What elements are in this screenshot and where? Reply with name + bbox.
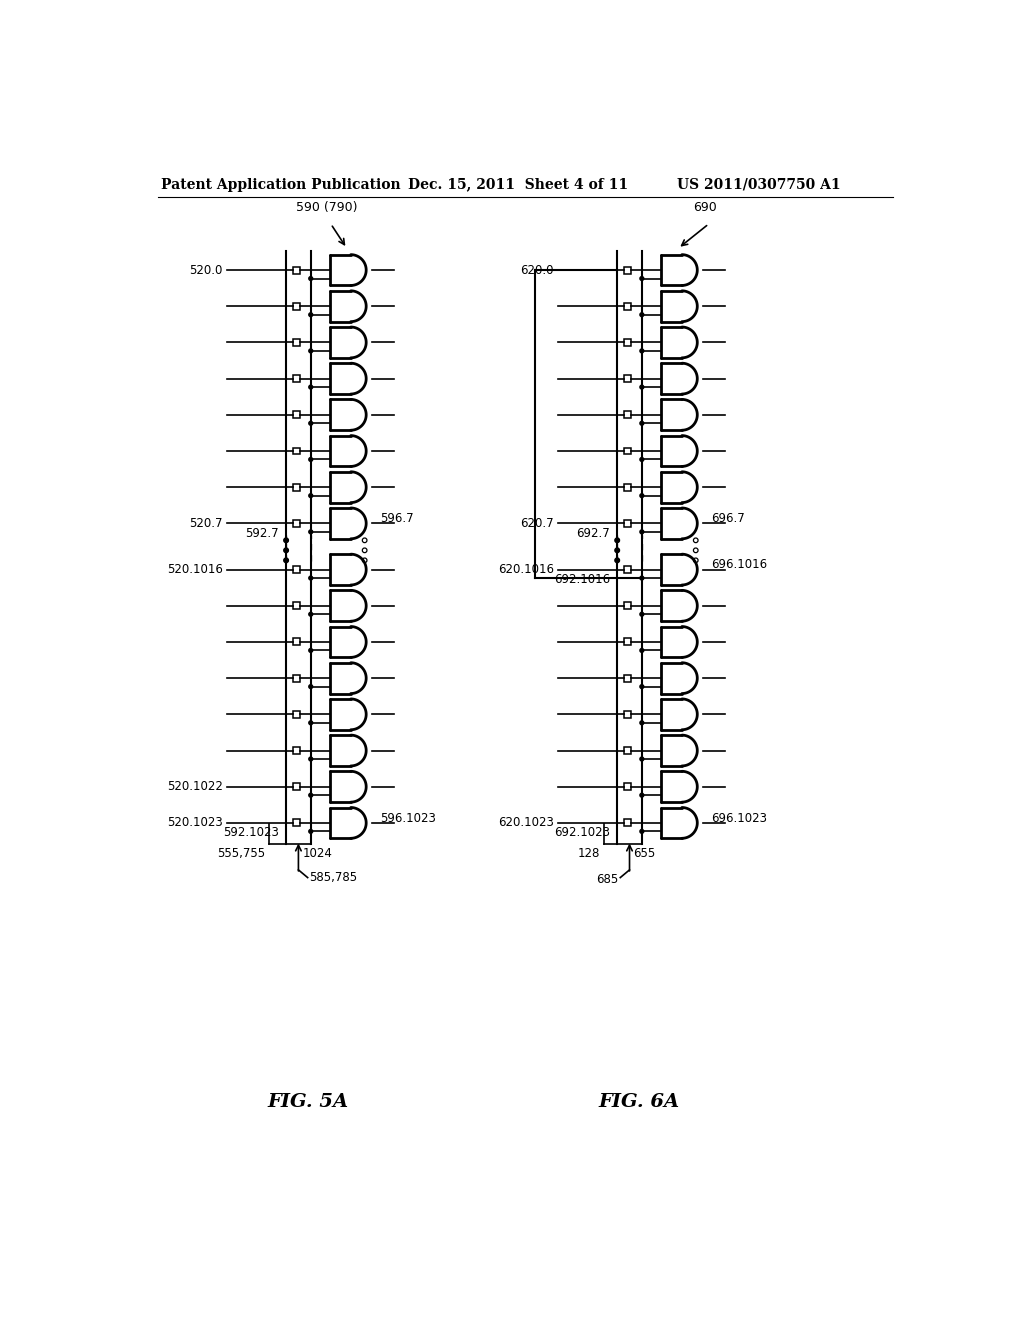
Text: 692.1016: 692.1016: [554, 573, 610, 586]
Text: 620.1016: 620.1016: [498, 564, 554, 576]
Circle shape: [640, 793, 644, 797]
Circle shape: [309, 385, 312, 389]
Circle shape: [284, 539, 289, 543]
Circle shape: [640, 494, 644, 498]
Text: Patent Application Publication: Patent Application Publication: [162, 178, 401, 191]
Text: 596.7: 596.7: [380, 512, 414, 525]
Text: 655: 655: [634, 847, 655, 859]
Circle shape: [614, 558, 620, 562]
Text: 690: 690: [693, 201, 717, 214]
Circle shape: [640, 529, 644, 533]
Text: 520.1016: 520.1016: [167, 564, 223, 576]
Text: FIG. 5A: FIG. 5A: [267, 1093, 348, 1110]
Circle shape: [640, 458, 644, 462]
Text: 692.7: 692.7: [577, 527, 610, 540]
Circle shape: [309, 313, 312, 317]
Text: 555,755: 555,755: [217, 847, 265, 859]
Circle shape: [309, 829, 312, 833]
Text: 696.1016: 696.1016: [711, 557, 767, 570]
Text: 585,785: 585,785: [309, 871, 357, 884]
Text: 685: 685: [597, 874, 618, 887]
Circle shape: [309, 758, 312, 760]
Circle shape: [309, 793, 312, 797]
Circle shape: [309, 529, 312, 533]
Circle shape: [309, 648, 312, 652]
Circle shape: [284, 548, 289, 553]
Text: 592.7: 592.7: [246, 527, 280, 540]
Text: Dec. 15, 2011  Sheet 4 of 11: Dec. 15, 2011 Sheet 4 of 11: [408, 178, 628, 191]
Circle shape: [640, 421, 644, 425]
Circle shape: [309, 277, 312, 280]
Circle shape: [309, 458, 312, 462]
Circle shape: [614, 539, 620, 543]
Circle shape: [309, 348, 312, 352]
Text: 696.7: 696.7: [711, 512, 744, 525]
Text: US 2011/0307750 A1: US 2011/0307750 A1: [677, 178, 841, 191]
Circle shape: [614, 548, 620, 553]
Text: FIG. 6A: FIG. 6A: [598, 1093, 679, 1110]
Circle shape: [640, 277, 644, 280]
Text: 620.0: 620.0: [520, 264, 554, 277]
Circle shape: [640, 721, 644, 725]
Text: 620.7: 620.7: [520, 517, 554, 529]
Circle shape: [309, 685, 312, 689]
Circle shape: [640, 685, 644, 689]
Circle shape: [309, 576, 312, 579]
Text: 596.1023: 596.1023: [380, 812, 435, 825]
Circle shape: [640, 829, 644, 833]
Circle shape: [640, 612, 644, 616]
Circle shape: [640, 385, 644, 389]
Circle shape: [640, 576, 644, 579]
Text: 128: 128: [578, 847, 600, 859]
Circle shape: [284, 558, 289, 562]
Text: 696.1023: 696.1023: [711, 812, 767, 825]
Circle shape: [640, 313, 644, 317]
Circle shape: [640, 348, 644, 352]
Text: 520.1022: 520.1022: [167, 780, 223, 793]
Text: 520.1023: 520.1023: [167, 816, 223, 829]
Text: 620.1023: 620.1023: [499, 816, 554, 829]
Text: 592.1023: 592.1023: [223, 826, 280, 840]
Text: 520.0: 520.0: [189, 264, 223, 277]
Text: 692.1023: 692.1023: [554, 826, 610, 840]
Circle shape: [640, 648, 644, 652]
Circle shape: [309, 494, 312, 498]
Circle shape: [309, 421, 312, 425]
Text: 1024: 1024: [302, 847, 332, 859]
Circle shape: [309, 612, 312, 616]
Text: 520.7: 520.7: [189, 517, 223, 529]
Text: 590 (790): 590 (790): [296, 201, 357, 214]
Circle shape: [309, 721, 312, 725]
Circle shape: [640, 758, 644, 760]
